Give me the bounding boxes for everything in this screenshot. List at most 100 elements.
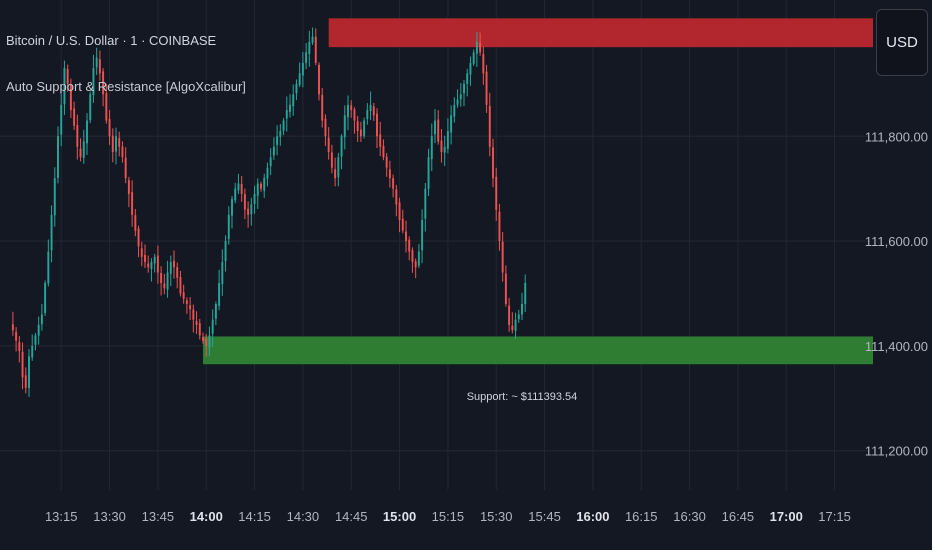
candle-body bbox=[285, 110, 288, 119]
candle-body bbox=[475, 41, 478, 54]
candle-body bbox=[366, 110, 369, 119]
candle-body bbox=[169, 262, 172, 274]
candle-body bbox=[508, 305, 511, 325]
candle-body bbox=[198, 323, 201, 336]
candle-body bbox=[524, 282, 527, 305]
candle-body bbox=[118, 138, 121, 147]
candle-body bbox=[517, 314, 520, 320]
candle-body bbox=[211, 319, 214, 334]
candle-body bbox=[253, 193, 256, 204]
candle-body bbox=[121, 146, 124, 158]
candle-body bbox=[256, 183, 259, 196]
candle-body bbox=[247, 208, 250, 215]
time-tick-label: 13:45 bbox=[142, 509, 175, 524]
candle-body bbox=[182, 292, 185, 299]
candle-body bbox=[495, 176, 498, 210]
candle-body bbox=[353, 109, 356, 121]
candle-body bbox=[179, 276, 182, 294]
candle-body bbox=[443, 146, 446, 153]
candle-body bbox=[153, 256, 156, 264]
candle-body bbox=[144, 254, 146, 263]
candle-body bbox=[18, 341, 21, 352]
candle-body bbox=[57, 136, 59, 178]
time-tick-label: 14:45 bbox=[335, 509, 368, 524]
candle-body bbox=[224, 241, 227, 262]
zone-labels: Resistance: ~ $111999.99 Support: ~ $1113… bbox=[461, 0, 588, 403]
candlestick-series bbox=[11, 27, 527, 397]
candle-body bbox=[11, 324, 14, 331]
candle-body bbox=[195, 321, 198, 325]
candle-body bbox=[343, 115, 346, 138]
time-tick-label: 16:00 bbox=[576, 509, 609, 524]
candle-body bbox=[250, 204, 253, 215]
candle-body bbox=[279, 131, 282, 137]
time-tick-label: 13:15 bbox=[45, 509, 78, 524]
candle-body bbox=[37, 324, 40, 336]
candle-body bbox=[137, 228, 140, 247]
candle-body bbox=[189, 305, 192, 310]
price-axis[interactable]: 111,200.00 111,400.00 111,600.00 111,800.00 bbox=[865, 129, 928, 458]
candle-body bbox=[330, 152, 333, 168]
candle-body bbox=[398, 202, 401, 221]
candle-body bbox=[334, 169, 337, 179]
candle-body bbox=[79, 148, 82, 158]
candle-body bbox=[237, 183, 240, 191]
candle-body bbox=[411, 250, 414, 263]
candle-body bbox=[359, 129, 362, 137]
candle-body bbox=[15, 331, 18, 341]
price-tick-label: 111,200.00 bbox=[865, 444, 928, 459]
candle-body bbox=[150, 262, 153, 269]
indicator-legend[interactable]: Auto Support & Resistance [AlgoXcalibur] bbox=[6, 79, 246, 94]
candle-body bbox=[53, 178, 56, 216]
price-tick-label: 111,600.00 bbox=[865, 234, 928, 249]
price-tick-label: 111,800.00 bbox=[865, 129, 928, 144]
candle-body bbox=[44, 282, 47, 314]
candle-body bbox=[430, 136, 433, 160]
candle-body bbox=[340, 136, 343, 157]
candle-body bbox=[437, 119, 440, 142]
candle-body bbox=[140, 248, 143, 257]
candle-body bbox=[453, 104, 456, 117]
time-axis[interactable]: 13:15 13:30 13:45 14:00 14:15 14:30 14:45 15:00… bbox=[45, 509, 851, 524]
candle-body bbox=[47, 251, 50, 284]
candle-body bbox=[40, 314, 43, 325]
time-tick-label: 15:15 bbox=[432, 509, 465, 524]
candle-body bbox=[469, 62, 472, 75]
candle-body bbox=[134, 215, 137, 231]
candle-body bbox=[292, 94, 295, 107]
currency-button[interactable]: USD bbox=[876, 9, 928, 76]
candle-body bbox=[192, 309, 195, 320]
candle-body bbox=[321, 94, 324, 121]
candle-body bbox=[269, 157, 272, 167]
candle-body bbox=[227, 214, 230, 240]
candle-body bbox=[176, 267, 179, 278]
candle-body bbox=[485, 71, 488, 105]
resistance-label: Resistance: ~ $111999.99 bbox=[461, 0, 588, 1]
candle-body bbox=[231, 199, 233, 216]
candle-body bbox=[385, 156, 388, 168]
candle-body bbox=[401, 218, 404, 231]
time-tick-label: 16:45 bbox=[722, 509, 755, 524]
candle-body bbox=[498, 211, 501, 242]
candle-body bbox=[160, 272, 163, 283]
candle-body bbox=[479, 42, 482, 53]
candle-body bbox=[66, 69, 69, 84]
candle-body bbox=[214, 303, 217, 319]
candle-body bbox=[414, 261, 417, 268]
candle-body bbox=[459, 94, 462, 100]
candle-body bbox=[111, 135, 114, 152]
candle-body bbox=[28, 356, 30, 389]
candle-body bbox=[466, 73, 469, 84]
candle-body bbox=[417, 251, 420, 266]
candle-body bbox=[21, 351, 24, 378]
candle-body bbox=[446, 131, 449, 149]
candle-body bbox=[95, 57, 98, 68]
candle-body bbox=[408, 239, 411, 252]
candle-body bbox=[392, 178, 395, 189]
candle-body bbox=[166, 272, 169, 290]
symbol-title[interactable]: Bitcoin / U.S. Dollar · 1 · COINBASE bbox=[6, 33, 217, 48]
candle-body bbox=[482, 54, 485, 74]
candle-body bbox=[463, 83, 465, 94]
candle-body bbox=[488, 106, 491, 147]
